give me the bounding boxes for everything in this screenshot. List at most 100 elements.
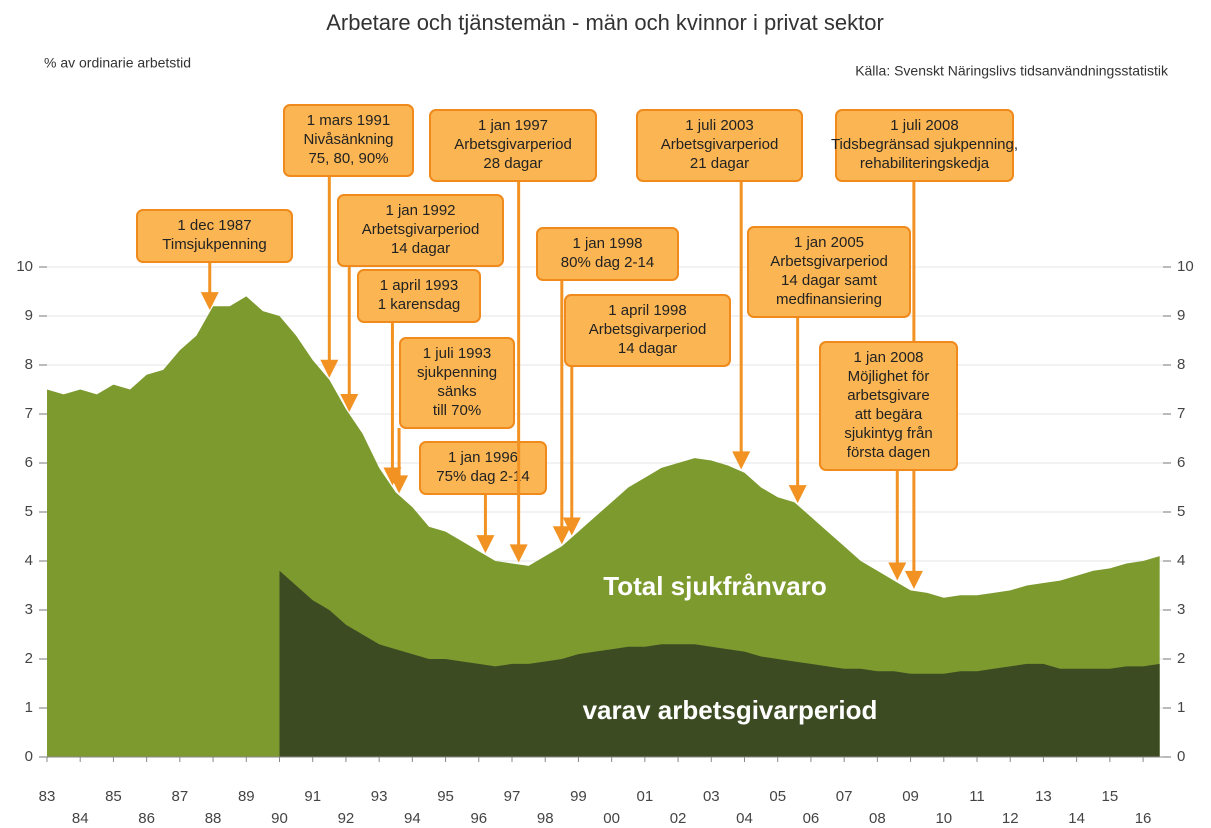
arrow-head bbox=[509, 544, 528, 563]
y2-tick-label: 6 bbox=[1177, 454, 1185, 471]
y2-tick-label: 5 bbox=[1177, 503, 1185, 520]
x-tick-label: 16 bbox=[1135, 810, 1152, 827]
x-tick-label: 05 bbox=[769, 788, 786, 805]
arrow-head bbox=[340, 394, 359, 412]
annotation-text: sänks bbox=[437, 383, 476, 400]
x-tick-label: 02 bbox=[670, 810, 687, 827]
y2-tick-label: 1 bbox=[1177, 699, 1185, 716]
annotation-text: 28 dagar bbox=[483, 155, 542, 172]
annotation-text: Arbetsgivarperiod bbox=[362, 221, 480, 238]
x-tick-label: 03 bbox=[703, 788, 720, 805]
x-tick-label: 00 bbox=[603, 810, 620, 827]
x-tick-label: 91 bbox=[304, 788, 321, 805]
annotation-text: till 70% bbox=[433, 402, 481, 419]
y-tick-label: 8 bbox=[25, 356, 33, 373]
arrow-head bbox=[732, 451, 751, 470]
annotation-text: Arbetsgivarperiod bbox=[589, 321, 707, 338]
x-tick-label: 98 bbox=[537, 810, 554, 827]
annotation-text: 1 jan 2008 bbox=[853, 349, 923, 366]
x-tick-label: 86 bbox=[138, 810, 155, 827]
annotation-text: Arbetsgivarperiod bbox=[454, 136, 572, 153]
annotation-box bbox=[747, 226, 911, 318]
x-tick-label: 11 bbox=[969, 788, 985, 805]
y2-tick-label: 0 bbox=[1177, 748, 1185, 765]
annotation-text: medfinansiering bbox=[776, 291, 882, 308]
x-tick-label: 94 bbox=[404, 810, 421, 827]
y-tick-label: 5 bbox=[25, 503, 33, 520]
annotation: 1 jan 2008 Möjlighet för arbetsgivare att b… bbox=[819, 341, 958, 581]
annotation-box bbox=[136, 209, 293, 263]
x-tick-label: 13 bbox=[1035, 788, 1052, 805]
series-label: varav arbetsgivarperiod bbox=[583, 695, 878, 725]
x-tick-label: 04 bbox=[736, 810, 753, 827]
x-tick-label: 87 bbox=[172, 788, 189, 805]
annotation-text: 21 dagar bbox=[690, 155, 749, 172]
annotation-box bbox=[419, 441, 547, 495]
y2-tick-label: 8 bbox=[1177, 356, 1185, 373]
y2-tick-label: 7 bbox=[1177, 405, 1185, 422]
y-tick-label: 6 bbox=[25, 454, 33, 471]
annotation-box bbox=[636, 109, 803, 182]
x-tick-label: 95 bbox=[437, 788, 454, 805]
annotation-box bbox=[536, 227, 679, 281]
arrow-head bbox=[888, 562, 907, 581]
annotation-box bbox=[357, 269, 481, 323]
arrow-head bbox=[200, 292, 219, 311]
arrow-head bbox=[390, 475, 409, 494]
y-tick-label: 3 bbox=[25, 601, 33, 618]
arrow-head bbox=[476, 535, 495, 554]
annotation: 1 jan 1997 Arbetsgivarperiod 28 dagar bbox=[429, 109, 597, 563]
annotation-box bbox=[564, 294, 731, 367]
arrow-head bbox=[320, 359, 339, 378]
x-tick-label: 99 bbox=[570, 788, 587, 805]
annotation-box bbox=[429, 109, 597, 182]
annotation-text: sjukpenning bbox=[417, 364, 497, 381]
annotation-text: rehabiliteringskedja bbox=[860, 155, 990, 172]
x-tick-label: 08 bbox=[869, 810, 886, 827]
x-tick-label: 93 bbox=[371, 788, 388, 805]
x-tick-label: 15 bbox=[1102, 788, 1119, 805]
annotation: 1 dec 1987 Timsjukpenning bbox=[136, 209, 293, 311]
annotation: 1 juli 1993 sjukpenning sänks till 70% bbox=[390, 337, 515, 494]
area bbox=[279, 570, 1160, 757]
x-tick-label: 88 bbox=[205, 810, 222, 827]
annotation-text: 1 jan 2005 bbox=[794, 234, 864, 251]
annotation: 1 jan 1992 Arbetsgivarperiod 14 dagar bbox=[337, 194, 504, 412]
annotation: 1 juli 2003 Arbetsgivarperiod 21 dagar bbox=[636, 109, 803, 470]
annotation-box bbox=[819, 341, 958, 471]
annotation-text: Arbetsgivarperiod bbox=[770, 253, 888, 270]
annotation-text: 1 jan 1996 bbox=[448, 449, 518, 466]
annotation-text: 1 mars 1991 bbox=[307, 112, 390, 129]
annotation-box bbox=[337, 194, 504, 267]
x-tick-label: 12 bbox=[1002, 810, 1019, 827]
y2-tick-label: 4 bbox=[1177, 552, 1185, 569]
x-tick-label: 09 bbox=[902, 788, 919, 805]
annotation-text: 1 april 1993 bbox=[380, 277, 458, 294]
y-tick-label: 9 bbox=[25, 307, 33, 324]
annotation-text: 14 dagar bbox=[618, 340, 677, 357]
x-tick-label: 07 bbox=[836, 788, 853, 805]
y-tick-label: 2 bbox=[25, 650, 33, 667]
annotation-text: 75% dag 2-14 bbox=[436, 468, 529, 485]
y-tick-label: 4 bbox=[25, 552, 33, 569]
y-tick-label: 0 bbox=[25, 748, 33, 765]
x-tick-label: 10 bbox=[935, 810, 952, 827]
annotation-text: sjukintyg från bbox=[844, 425, 932, 442]
annotation: 1 jan 2005 Arbetsgivarperiod 14 dagar samt… bbox=[747, 226, 911, 504]
series-label: Total sjukfrånvaro bbox=[603, 571, 826, 601]
annotation-text: 1 jan 1998 bbox=[572, 235, 642, 252]
x-tick-label: 01 bbox=[637, 788, 654, 805]
x-tick-label: 85 bbox=[105, 788, 122, 805]
annotation: 1 april 1998 Arbetsgivarperiod 14 dagar bbox=[562, 294, 731, 536]
annotation: 1 mars 1991 Nivåsänkning 75, 80, 90% bbox=[283, 104, 414, 378]
annotation-text: Nivåsänkning bbox=[303, 131, 393, 148]
annotation-text: 75, 80, 90% bbox=[308, 150, 388, 167]
x-tick-label: 06 bbox=[803, 810, 820, 827]
annotation-text: 1 juli 2008 bbox=[890, 117, 958, 134]
annotation-text: 1 dec 1987 bbox=[177, 217, 251, 234]
y-axis-label: % av ordinarie arbetstid bbox=[44, 55, 191, 71]
annotation-text: 1 april 1998 bbox=[608, 302, 686, 319]
annotation-text: 1 juli 2003 bbox=[685, 117, 753, 134]
x-tick-label: 83 bbox=[39, 788, 56, 805]
